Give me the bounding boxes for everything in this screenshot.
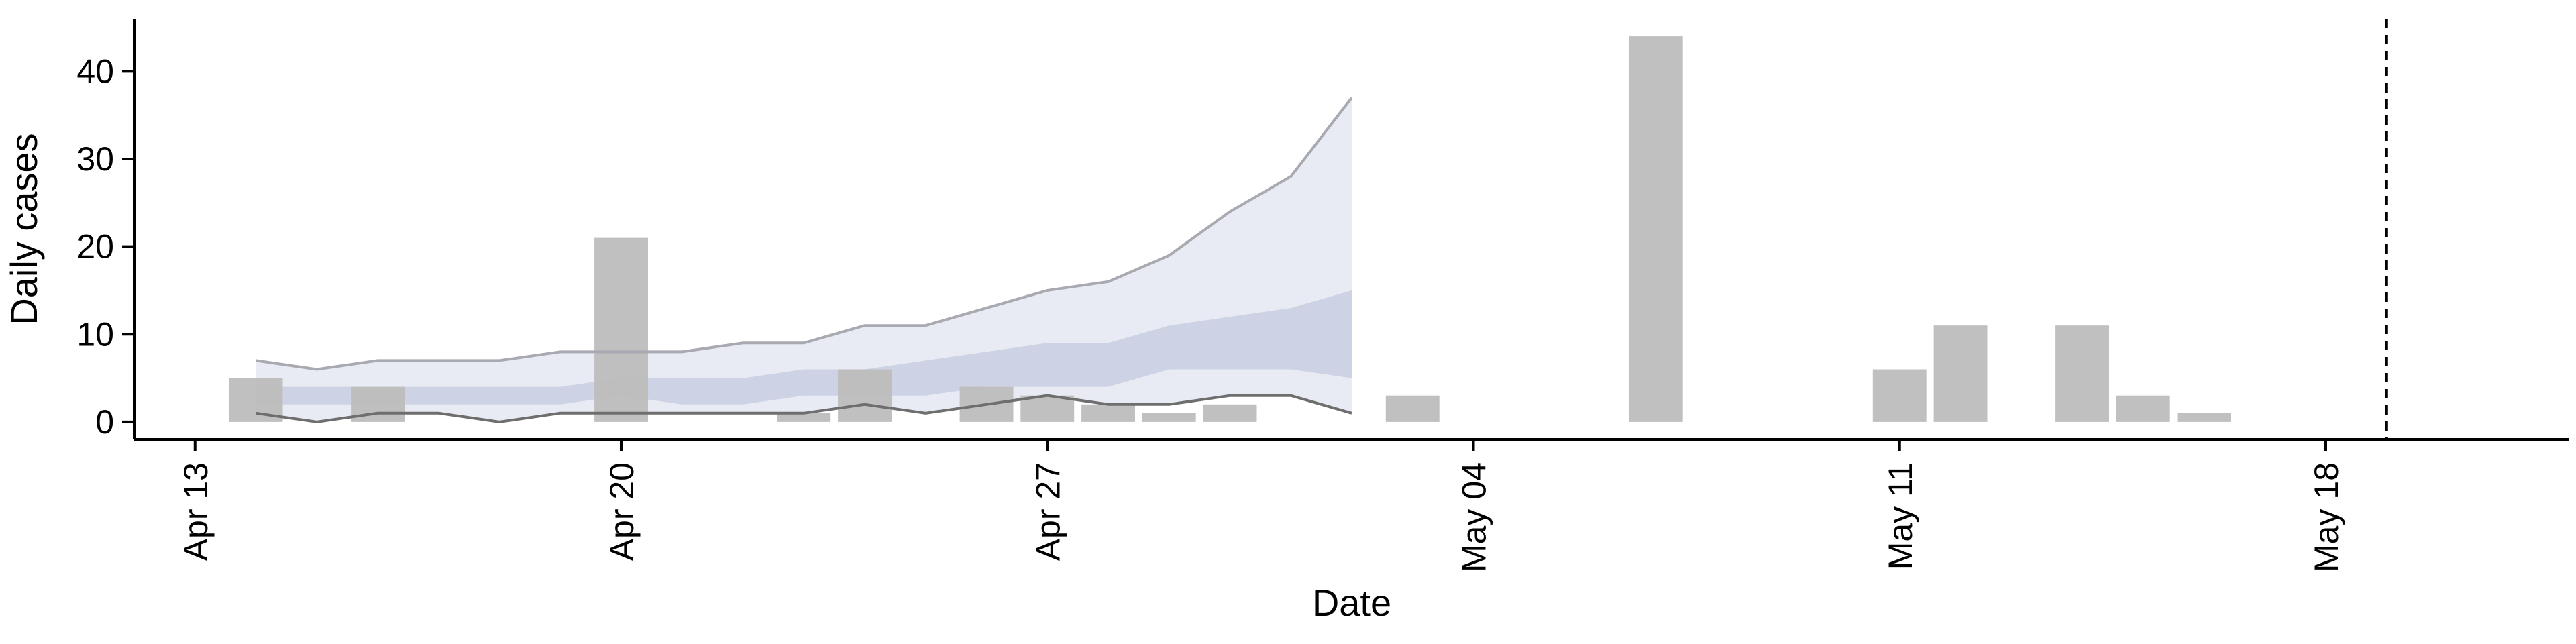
projection-lines bbox=[256, 97, 1353, 423]
x-tick-label: May 04 bbox=[1456, 462, 1493, 572]
case-bar bbox=[2116, 395, 2170, 422]
case-bar bbox=[1933, 325, 1988, 422]
upper-projection-line bbox=[256, 97, 1353, 371]
y-axis-ticks: 0 10 20 30 40 bbox=[76, 52, 134, 441]
y-tick-label: 20 bbox=[76, 228, 114, 266]
y-tick-label: 10 bbox=[76, 315, 114, 353]
x-tick-label: May 11 bbox=[1882, 462, 1919, 570]
case-bar bbox=[1081, 404, 1135, 422]
case-bar bbox=[1203, 404, 1257, 422]
inner-projection-band bbox=[256, 290, 1352, 405]
lower-projection-line bbox=[256, 394, 1352, 423]
axes bbox=[133, 19, 2569, 441]
case-bar bbox=[594, 237, 648, 422]
case-bar bbox=[1872, 369, 1927, 422]
case-bar bbox=[2177, 413, 2231, 422]
x-axis-ticks: Apr 13 Apr 20 Apr 27 May 04 May 11 May 18 bbox=[177, 439, 2345, 572]
case-bar bbox=[1142, 413, 1196, 422]
case-bar bbox=[1629, 36, 1683, 422]
y-tick-label: 0 bbox=[95, 403, 114, 441]
y-axis-title: Daily cases bbox=[3, 133, 45, 325]
case-bar bbox=[838, 369, 892, 422]
y-tick-label: 40 bbox=[76, 52, 114, 90]
x-tick-label: Apr 13 bbox=[177, 462, 215, 561]
projection-bands bbox=[256, 97, 1352, 422]
case-bar bbox=[1020, 395, 1075, 422]
y-tick-label: 30 bbox=[76, 140, 114, 178]
outer-projection-band bbox=[256, 97, 1352, 422]
x-tick-label: May 18 bbox=[2308, 462, 2345, 572]
case-bar bbox=[777, 413, 831, 422]
observed-case-bars bbox=[229, 36, 2231, 422]
case-bar bbox=[1385, 395, 1440, 422]
x-tick-label: Apr 27 bbox=[1029, 462, 1067, 561]
x-tick-label: Apr 20 bbox=[603, 462, 641, 561]
case-bar bbox=[2055, 325, 2109, 422]
x-axis-title: Date bbox=[1312, 582, 1391, 624]
